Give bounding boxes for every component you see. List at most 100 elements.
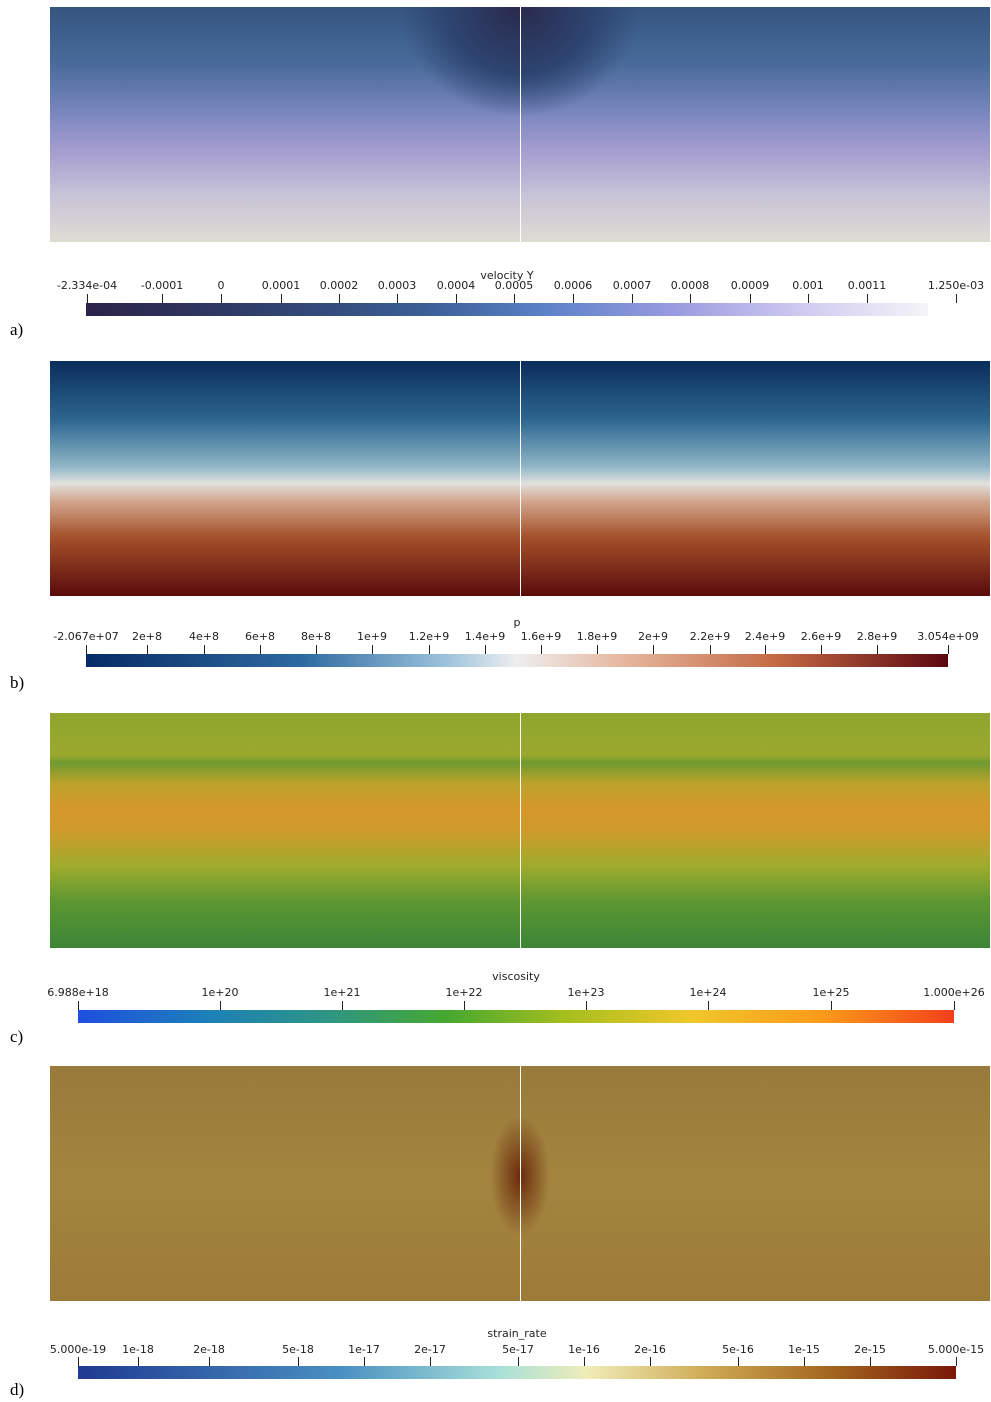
tick-mark (162, 294, 163, 303)
tick-label: 6e+8 (245, 630, 275, 643)
tick-label: 5e-17 (502, 1343, 534, 1356)
tick-mark (138, 1357, 139, 1366)
tick-label: 2e+9 (638, 630, 668, 643)
tick-label: 1e+22 (445, 986, 483, 999)
tick-mark (78, 1357, 79, 1366)
tick-mark (518, 1357, 519, 1366)
colorbar (86, 654, 948, 667)
tick-mark (87, 294, 88, 303)
tick-label: 1.000e+26 (923, 986, 985, 999)
tick-label: 1e+20 (201, 986, 239, 999)
tick-label: 1e+21 (323, 986, 361, 999)
tick-label: 1e+23 (567, 986, 605, 999)
tick-mark (78, 1001, 79, 1010)
tick-mark (708, 1001, 709, 1010)
tick-mark (541, 645, 542, 654)
tick-mark (147, 645, 148, 654)
tick-label: 1.6e+9 (520, 630, 562, 643)
colorbar (78, 1010, 954, 1023)
tick-mark (867, 294, 868, 303)
tick-mark (260, 645, 261, 654)
tick-mark (220, 1001, 221, 1010)
tick-label: 0.0009 (730, 279, 770, 292)
tick-label: 0 (217, 279, 225, 292)
colorbar-title: velocity Y (480, 269, 534, 282)
tick-mark (430, 1357, 431, 1366)
tick-mark (429, 645, 430, 654)
tick-label: 0.0007 (612, 279, 652, 292)
tick-mark (573, 294, 574, 303)
colorbar (78, 1366, 956, 1379)
tick-mark (765, 645, 766, 654)
panel-label: c) (10, 1027, 24, 1046)
tick-label: 0.0003 (377, 279, 417, 292)
tick-label: 2.8e+9 (856, 630, 898, 643)
tick-label: 1e+24 (689, 986, 727, 999)
tick-mark (464, 1001, 465, 1010)
tick-mark (514, 294, 515, 303)
tick-mark (877, 645, 878, 654)
tick-mark (281, 294, 282, 303)
tick-mark (586, 1001, 587, 1010)
tick-mark (86, 645, 87, 654)
tick-label: 0.0004 (436, 279, 476, 292)
tick-mark (956, 294, 957, 303)
strain-rate-field (50, 1066, 990, 1301)
panel-label: a) (10, 320, 24, 339)
tick-label: 5e-16 (722, 1343, 754, 1356)
tick-mark (948, 645, 949, 654)
velocity-field (50, 7, 990, 242)
panel-label: d) (10, 1380, 25, 1399)
tick-mark (339, 294, 340, 303)
tick-label: 2e+8 (132, 630, 162, 643)
tick-label: 1e-16 (568, 1343, 600, 1356)
tick-mark (316, 645, 317, 654)
tick-label: 1e+9 (357, 630, 387, 643)
tick-mark (870, 1357, 871, 1366)
tick-label: 2e-17 (414, 1343, 446, 1356)
panel-label: b) (10, 673, 25, 692)
tick-label: 4e+8 (189, 630, 219, 643)
tick-mark (954, 1001, 955, 1010)
tick-mark (750, 294, 751, 303)
pressure-field (50, 361, 990, 596)
tick-mark (485, 645, 486, 654)
tick-label: 3.054e+09 (917, 630, 979, 643)
tick-label: 1.8e+9 (576, 630, 618, 643)
tick-label: 6.988e+18 (47, 986, 109, 999)
tick-mark (364, 1357, 365, 1366)
tick-mark (650, 1357, 651, 1366)
tick-mark (804, 1357, 805, 1366)
tick-mark (597, 645, 598, 654)
tick-label: 2.2e+9 (689, 630, 731, 643)
tick-label: 1e-18 (122, 1343, 154, 1356)
tick-label: 0.0001 (261, 279, 301, 292)
tick-label: 2e-16 (634, 1343, 666, 1356)
tick-mark (298, 1357, 299, 1366)
tick-mark (221, 294, 222, 303)
tick-label: 1e-17 (348, 1343, 380, 1356)
tick-mark (397, 294, 398, 303)
tick-mark (584, 1357, 585, 1366)
tick-mark (710, 645, 711, 654)
tick-label: 2e-18 (193, 1343, 225, 1356)
tick-mark (821, 645, 822, 654)
tick-label: 0.0011 (847, 279, 887, 292)
tick-label: 2.4e+9 (744, 630, 786, 643)
tick-label: 8e+8 (301, 630, 331, 643)
tick-label: 0.0008 (670, 279, 710, 292)
tick-mark (204, 645, 205, 654)
tick-mark (831, 1001, 832, 1010)
tick-mark (808, 294, 809, 303)
tick-label: 2.6e+9 (800, 630, 842, 643)
tick-label: 0.0005 (494, 279, 534, 292)
tick-label: 2e-15 (854, 1343, 886, 1356)
colorbar-title: p (513, 616, 521, 629)
tick-mark (956, 1357, 957, 1366)
tick-mark (342, 1001, 343, 1010)
tick-label: -2.067e+07 (53, 630, 119, 643)
tick-label: 0.001 (792, 279, 824, 292)
tick-label: 0.0006 (553, 279, 593, 292)
tick-mark (372, 645, 373, 654)
